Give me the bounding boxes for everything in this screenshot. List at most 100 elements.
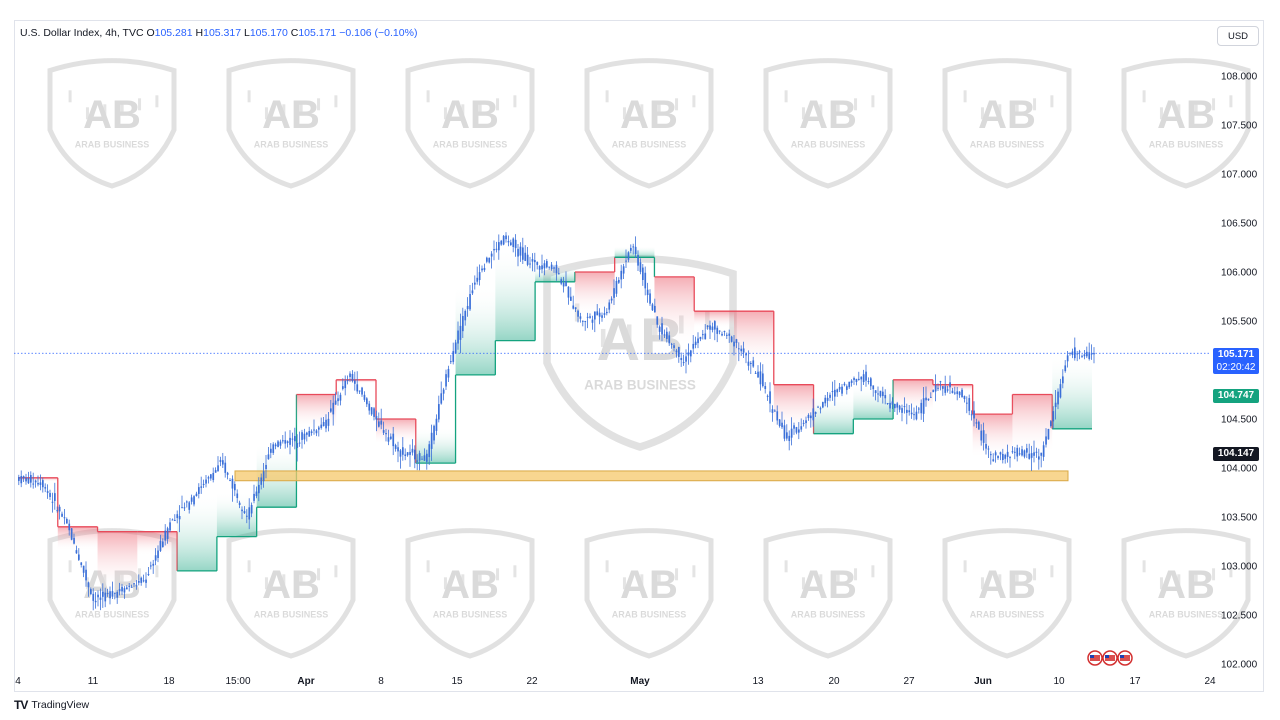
candle-body	[116, 591, 119, 598]
candle-body	[315, 430, 318, 434]
watermark-candle	[426, 90, 430, 103]
candle-body	[126, 587, 128, 590]
x-tick-label: 10	[1053, 676, 1065, 687]
candle-body	[1057, 391, 1059, 405]
watermark-candle	[980, 577, 984, 590]
watermark-candle	[692, 95, 696, 108]
candle-body	[764, 386, 767, 389]
watermark-candle	[513, 565, 517, 578]
watermark-candle	[801, 577, 805, 590]
candle-body	[162, 541, 164, 548]
currency-button[interactable]: USD	[1217, 26, 1259, 46]
shield-outline	[226, 58, 356, 189]
candle-body	[39, 482, 42, 485]
footer-branding[interactable]: TV TradingView	[14, 698, 89, 712]
watermark-candle	[264, 107, 268, 120]
event-icons[interactable]	[1087, 650, 1133, 666]
candle-body	[795, 427, 798, 433]
candle-body	[90, 589, 92, 595]
candle-body	[75, 550, 78, 554]
watermark-candle	[334, 95, 338, 108]
candle-body	[442, 389, 445, 394]
watermark-candle	[675, 98, 679, 111]
watermark-shield-icon: AB ARAB BUSINESS	[47, 58, 177, 189]
candle-body	[956, 391, 959, 395]
watermark-candle	[605, 560, 609, 573]
candle-body	[519, 246, 522, 256]
candle-body	[814, 411, 817, 414]
bear-band-fill	[574, 272, 615, 317]
candle-body	[757, 371, 759, 378]
candle-body	[553, 267, 555, 269]
us-flag-event-icon[interactable]	[1102, 650, 1118, 666]
candle-body	[104, 592, 107, 602]
watermark-candle	[963, 560, 967, 573]
x-tick-label: 17	[1129, 676, 1141, 687]
candle-body	[490, 253, 493, 257]
candle-body	[390, 436, 392, 439]
watermark-monogram: AB	[83, 93, 141, 137]
candle-body	[642, 267, 644, 280]
x-tick-label: 15:00	[225, 676, 250, 687]
watermark-candle	[155, 565, 159, 578]
last-price-tag: 105.171 02:20:42	[1213, 348, 1259, 374]
candle-body	[776, 411, 779, 421]
shield-outline	[942, 528, 1072, 659]
upper-stop-tag: 104.747	[1213, 389, 1259, 403]
watermark-monogram: AB	[620, 563, 678, 607]
candle-body	[1066, 355, 1069, 362]
shield-outline	[584, 528, 714, 659]
candle-body	[255, 491, 258, 497]
candle-body	[406, 452, 409, 456]
bear-band-fill	[694, 311, 734, 329]
candle-body	[879, 390, 882, 397]
candle-body	[910, 412, 913, 415]
watermark-monogram: AB	[978, 93, 1036, 137]
us-flag-event-icon[interactable]	[1087, 650, 1103, 666]
shield-outline	[405, 58, 535, 189]
candle-body	[212, 472, 215, 481]
candle-body	[891, 401, 894, 405]
shield-outline	[763, 58, 893, 189]
candle-body	[711, 326, 714, 330]
x-tick-label: 22	[526, 676, 538, 687]
watermark-monogram: AB	[262, 93, 320, 137]
candle-body	[848, 381, 851, 388]
candle-body	[632, 246, 635, 248]
candle-body	[680, 357, 683, 360]
candle-body	[1047, 428, 1050, 440]
candle-body	[380, 420, 383, 425]
candle-body	[855, 378, 858, 382]
candle-body	[894, 403, 896, 409]
candle-body	[56, 510, 59, 512]
candle-body	[920, 402, 923, 414]
candle-body	[692, 343, 695, 349]
watermark-candle	[819, 104, 823, 117]
candle-body	[754, 372, 757, 374]
candle-body	[577, 310, 579, 317]
candle-body	[1038, 456, 1040, 460]
candle-body	[694, 341, 697, 346]
y-tick-label: 102.000	[1221, 660, 1258, 671]
candle-body	[409, 451, 411, 455]
candle-body	[610, 298, 613, 301]
candle-body	[493, 248, 495, 251]
support-zone-rect	[234, 470, 1069, 482]
open-label: O	[146, 27, 155, 39]
candle-body	[378, 421, 380, 427]
candle-body	[781, 422, 783, 428]
us-flag-event-icon[interactable]	[1117, 650, 1133, 666]
watermark-name: ARAB BUSINESS	[254, 610, 329, 620]
watermark-candle	[138, 98, 142, 111]
candle-body	[579, 316, 582, 319]
candle-body	[706, 325, 709, 327]
candle-body	[675, 350, 678, 353]
candle-body	[68, 523, 71, 531]
candle-body	[990, 454, 992, 456]
candle-body	[214, 470, 217, 473]
candle-body	[615, 280, 618, 294]
candle-body	[663, 334, 666, 336]
x-axis: 4 11 18 15:00 Apr 8 15 22 May 13 20 27 Jun 10 17 24	[15, 676, 1216, 687]
candle-body	[459, 325, 462, 340]
